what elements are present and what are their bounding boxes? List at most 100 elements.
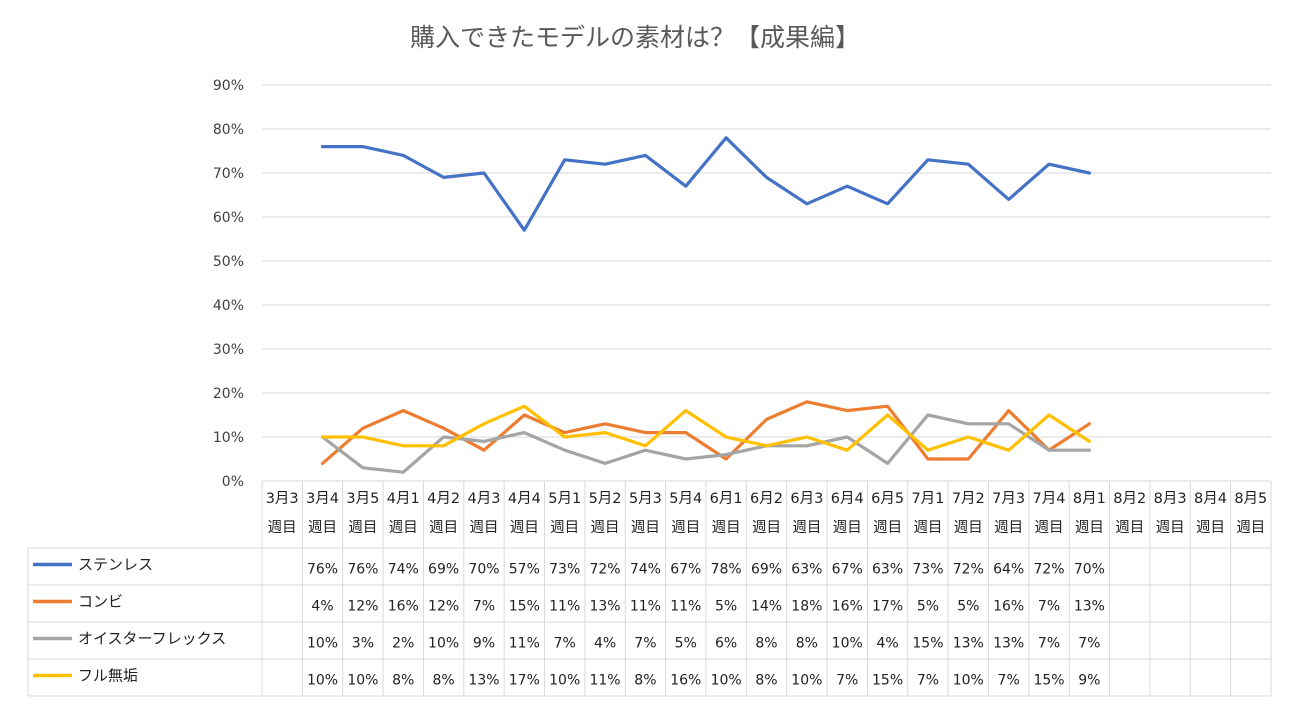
data-label: 72% (1033, 562, 1064, 578)
x-tick-label: 週目 (348, 519, 377, 536)
data-label: 11% (630, 599, 661, 615)
data-label: 16% (388, 599, 419, 615)
data-label: 4% (876, 636, 898, 652)
data-label: 74% (388, 562, 419, 578)
x-tick-label: 7月3 (992, 491, 1025, 507)
data-label: 16% (670, 673, 701, 689)
data-label: 57% (509, 562, 540, 578)
x-tick-label: 7月1 (911, 491, 944, 507)
data-label: 11% (549, 599, 580, 615)
data-label: 70% (1074, 562, 1105, 578)
data-label: 15% (912, 636, 943, 652)
y-axis-ticks: 0% 10% 20% 30% 40% 50% 60% 70% 80% 90% (213, 78, 244, 490)
data-label: 7% (634, 636, 656, 652)
data-label: 2% (392, 636, 414, 652)
x-tick-label: 8月3 (1154, 491, 1187, 507)
data-label: 72% (953, 562, 984, 578)
x-tick-label: 7月2 (952, 491, 985, 507)
data-label: 3% (352, 636, 374, 652)
data-label: 5% (675, 636, 697, 652)
data-label: 4% (311, 599, 333, 615)
data-label: 7% (473, 599, 495, 615)
data-label: 10% (832, 636, 863, 652)
data-label: 9% (473, 636, 495, 652)
data-label: 8% (634, 673, 656, 689)
data-label: 16% (832, 599, 863, 615)
data-label: 69% (428, 562, 459, 578)
x-tick-label: 8月5 (1234, 491, 1267, 507)
y-tick-label: 10% (213, 430, 244, 446)
gridlines (262, 84, 1271, 482)
series-lines (320, 136, 1091, 474)
data-label: 10% (711, 673, 742, 689)
data-label: 15% (1033, 673, 1064, 689)
data-label: 12% (347, 599, 378, 615)
x-tick-label: 週目 (631, 519, 660, 536)
x-tick-label: 週目 (833, 519, 862, 536)
y-tick-label: 20% (213, 386, 244, 402)
data-label: 13% (1074, 599, 1105, 615)
x-tick-label: 8月4 (1194, 491, 1227, 507)
legend-label: ステンレス (78, 556, 153, 574)
data-label: 8% (392, 673, 414, 689)
data-label: 6% (715, 636, 737, 652)
x-tick-label: 6月2 (750, 491, 783, 507)
data-label: 10% (428, 636, 459, 652)
data-label: 7% (1038, 636, 1060, 652)
data-label: 7% (836, 673, 858, 689)
x-tick-label: 週目 (752, 519, 781, 536)
x-tick-label: 週目 (712, 519, 741, 536)
x-tick-label: 週目 (671, 519, 700, 536)
x-tick-label: 3月4 (306, 491, 339, 507)
x-tick-label: 週目 (389, 519, 418, 536)
x-tick-label: 週目 (873, 519, 902, 536)
data-label: 63% (791, 562, 822, 578)
data-label: 13% (953, 636, 984, 652)
x-tick-label: 4月4 (508, 491, 541, 507)
x-tick-label: 4月2 (427, 491, 460, 507)
x-tick-label: 週目 (429, 519, 458, 536)
x-tick-label: 週目 (550, 519, 579, 536)
data-label: 8% (796, 636, 818, 652)
x-tick-label: 週目 (994, 519, 1023, 536)
x-tick-label: 週目 (308, 519, 337, 536)
y-tick-label: 90% (213, 78, 244, 94)
data-label: 14% (751, 599, 782, 615)
x-tick-label: 7月4 (1033, 491, 1066, 507)
x-tick-label: 週目 (1035, 519, 1064, 536)
y-tick-label: 0% (222, 474, 244, 490)
x-tick-label: 3月5 (346, 491, 379, 507)
data-label: 17% (509, 673, 540, 689)
x-tick-label: 週目 (1115, 519, 1144, 536)
data-label: 10% (307, 673, 338, 689)
data-label: 69% (751, 562, 782, 578)
y-tick-label: 80% (213, 122, 244, 138)
x-tick-label: 週目 (268, 519, 297, 536)
x-tick-label: 週目 (591, 519, 620, 536)
data-label: 10% (307, 636, 338, 652)
x-tick-label: 5月2 (589, 491, 622, 507)
data-label: 73% (549, 562, 580, 578)
data-label: 16% (993, 599, 1024, 615)
data-label: 67% (670, 562, 701, 578)
x-tick-label: 6月5 (871, 491, 904, 507)
data-label: 63% (872, 562, 903, 578)
data-label: 11% (509, 636, 540, 652)
x-tick-label: 週目 (1236, 519, 1265, 536)
data-label: 10% (953, 673, 984, 689)
data-label: 67% (832, 562, 863, 578)
x-tick-label: 4月1 (387, 491, 420, 507)
y-tick-label: 60% (213, 210, 244, 226)
data-label: 11% (670, 599, 701, 615)
data-label: 8% (755, 673, 777, 689)
x-tick-label: 週目 (510, 519, 539, 536)
x-tick-label: 週目 (1196, 519, 1225, 536)
data-label: 11% (589, 673, 620, 689)
data-label: 78% (711, 562, 742, 578)
series-line (320, 400, 1091, 465)
x-tick-label: 週目 (1075, 519, 1104, 536)
data-label: 70% (468, 562, 499, 578)
data-label: 9% (1078, 673, 1100, 689)
legend-label: オイスターフレックス (78, 630, 226, 648)
